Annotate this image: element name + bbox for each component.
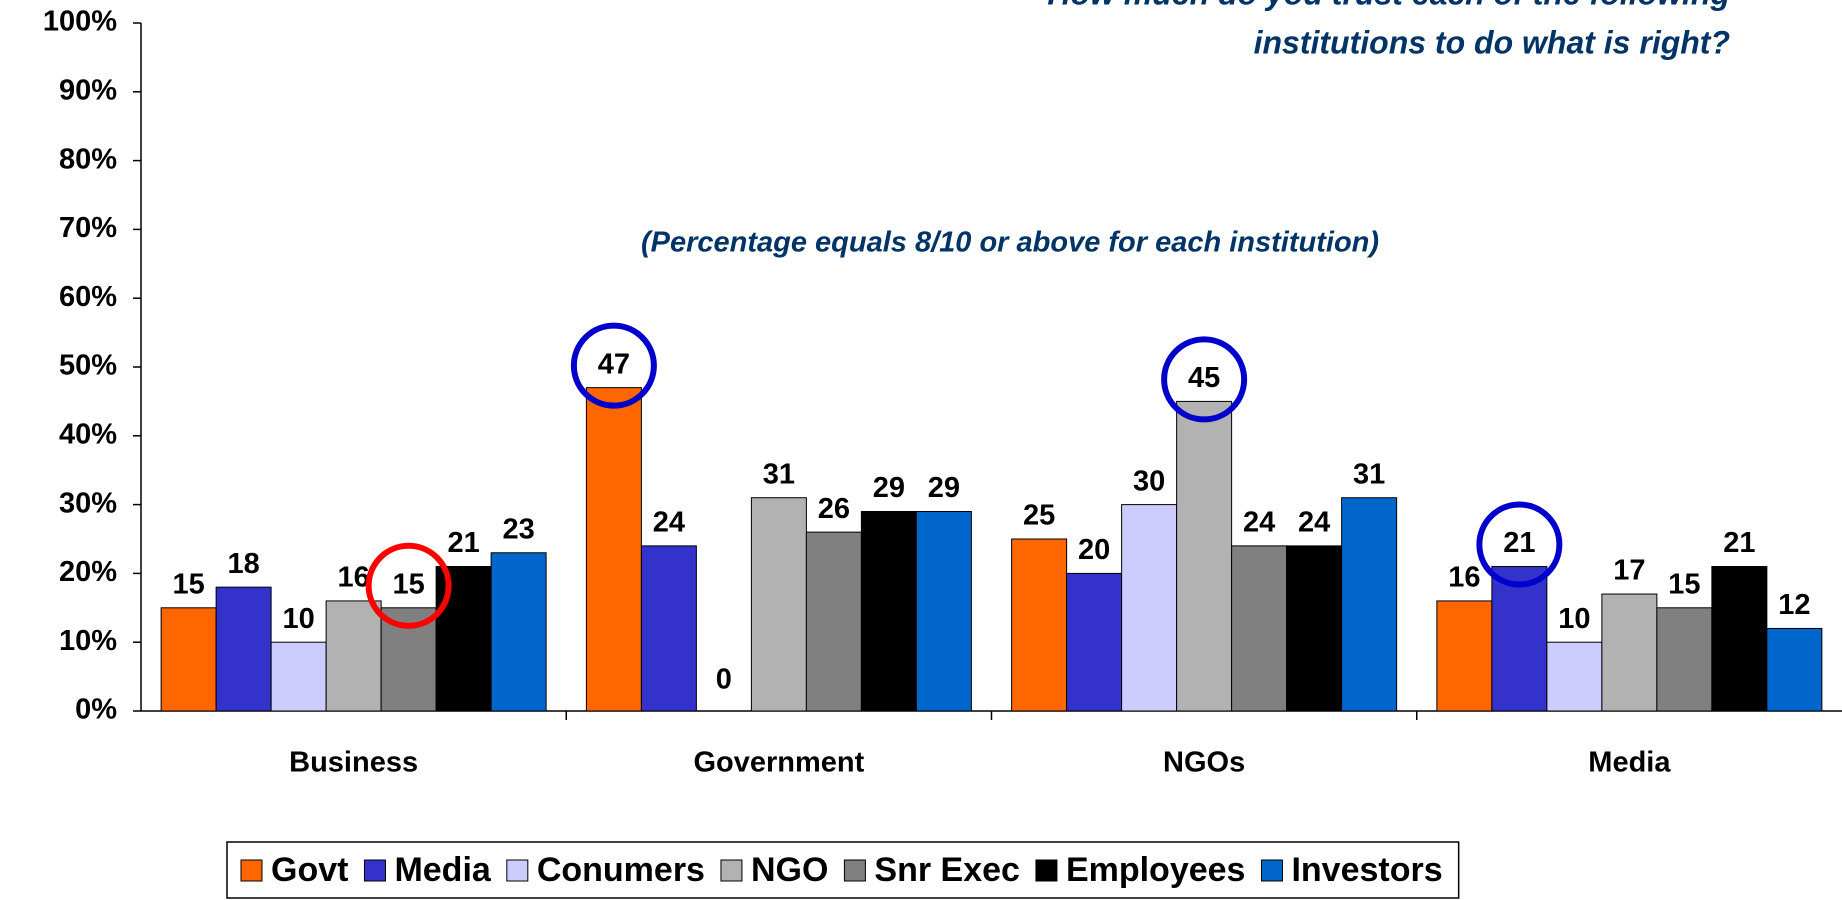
value-label: 30 (1133, 465, 1165, 497)
value-label: 16 (337, 562, 369, 594)
legend-swatch (506, 859, 529, 882)
value-label: 25 (1023, 500, 1055, 532)
bar (380, 607, 437, 712)
bar (435, 566, 492, 712)
bar (1656, 607, 1713, 712)
legend-box (226, 841, 1460, 899)
bar (1341, 497, 1398, 712)
bar (1711, 566, 1768, 712)
y-tick-label: 30% (59, 487, 117, 519)
y-tick-label: 100% (43, 6, 117, 38)
value-label: 16 (1448, 562, 1480, 594)
bar (640, 545, 697, 712)
y-tick-label: 80% (59, 143, 117, 175)
value-label: 10 (1558, 603, 1590, 635)
chart-title: How much do you trust each of the follow… (1047, 0, 1730, 11)
y-tick-label: 40% (59, 418, 117, 450)
bar (585, 387, 642, 712)
value-label: 0 (716, 664, 732, 696)
value-label: 45 (1188, 362, 1220, 394)
legend-swatch (1035, 859, 1058, 882)
bar (1176, 400, 1233, 712)
value-label: 26 (818, 493, 850, 525)
bar (215, 586, 272, 712)
bar (1286, 545, 1343, 712)
legend-label: Employees (1066, 851, 1246, 889)
legend-label: Investors (1291, 851, 1442, 889)
bar (490, 552, 547, 712)
legend-swatch (1260, 859, 1283, 882)
highlight-circle (365, 542, 452, 629)
legend: Govt Media Conumers NGO Snr Exec Employees Inv… (226, 841, 1460, 899)
value-label: 20 (1078, 534, 1110, 566)
value-label: 21 (447, 527, 479, 559)
y-tick-label: 10% (59, 625, 117, 657)
y-tick-label: 0% (75, 694, 117, 726)
y-tick-label: 70% (59, 212, 117, 244)
bar (750, 497, 807, 712)
y-tick-label: 90% (59, 74, 117, 106)
bar (1231, 545, 1288, 712)
bar (1436, 600, 1493, 712)
value-label: 29 (873, 472, 905, 504)
value-label: 15 (172, 568, 204, 600)
value-label: 47 (598, 348, 630, 380)
legend-label: Govt (271, 851, 348, 889)
value-label: 24 (1243, 507, 1275, 539)
legend-label: Snr Exec (874, 851, 1020, 889)
bar (270, 641, 327, 712)
bar (860, 510, 917, 712)
value-label: 15 (1668, 568, 1700, 600)
bar (1121, 504, 1178, 712)
value-label: 21 (1723, 527, 1755, 559)
bar (1601, 593, 1658, 712)
x-tick-label: Business (289, 747, 418, 779)
legend-swatch (363, 859, 386, 882)
chart-title: institutions to do what is right? (1254, 24, 1730, 60)
legend-label: NGO (751, 851, 828, 889)
y-tick-label: 60% (59, 281, 117, 313)
value-label: 31 (1353, 458, 1385, 490)
chart-subtitle: (Percentage equals 8/10 or above for eac… (641, 227, 1379, 259)
bar (1011, 538, 1068, 712)
highlight-circle (1476, 501, 1563, 588)
bar (1766, 627, 1823, 712)
legend-label: Conumers (537, 851, 705, 889)
y-tick-label: 20% (59, 556, 117, 588)
value-label: 18 (227, 548, 259, 580)
y-tick-label: 50% (59, 350, 117, 382)
x-tick-label: Media (1588, 747, 1671, 779)
value-label: 24 (653, 507, 685, 539)
value-label: 23 (502, 513, 534, 545)
value-label: 21 (1503, 527, 1535, 559)
legend-label: Media (394, 851, 491, 889)
legend-swatch (720, 859, 743, 882)
highlight-circle (1161, 336, 1248, 423)
x-tick-label: NGOs (1163, 747, 1245, 779)
value-label: 15 (392, 568, 424, 600)
x-tick-label: Government (693, 747, 864, 779)
value-label: 10 (282, 603, 314, 635)
value-label: 17 (1613, 555, 1645, 587)
bar (160, 607, 217, 712)
legend-swatch (240, 859, 263, 882)
bar (1491, 566, 1548, 712)
bar (1066, 572, 1123, 712)
value-label: 29 (928, 472, 960, 504)
bar (325, 600, 382, 712)
bar (1546, 641, 1603, 712)
value-label: 12 (1778, 589, 1810, 621)
highlight-circle (570, 322, 657, 409)
legend-swatch (843, 859, 866, 882)
value-label: 24 (1298, 507, 1330, 539)
bar (915, 510, 972, 712)
bar (805, 531, 862, 712)
value-label: 31 (763, 458, 795, 490)
